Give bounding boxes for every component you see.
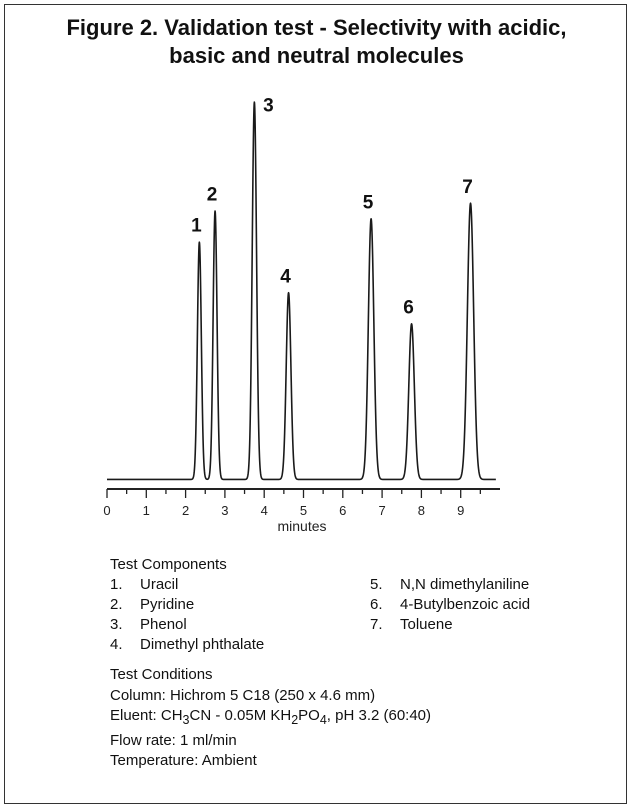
component-number: 7.	[370, 616, 383, 633]
x-tick-label: 7	[378, 503, 385, 518]
component-item-2: 2. Pyridine	[110, 595, 194, 615]
component-number: 6.	[370, 596, 383, 613]
eluent-subscript: 2	[291, 713, 299, 727]
condition-flow-rate: Flow rate: 1 ml/min	[110, 731, 237, 749]
x-tick-label: 5	[300, 503, 307, 518]
eluent-subscript: 4	[319, 713, 327, 727]
component-name: Uracil	[140, 576, 179, 593]
peak-label-1: 1	[191, 216, 202, 237]
condition-eluent: Eluent: CH3CN - 0.05M KH2PO4, pH 3.2 (60…	[110, 706, 431, 731]
peak-label-6: 6	[403, 297, 414, 318]
eluent-text: PO	[298, 707, 320, 724]
x-tick-label: 1	[143, 503, 150, 518]
eluent-text: CN - 0.05M KH	[189, 707, 292, 724]
eluent-text: Eluent: CH	[110, 707, 183, 724]
peak-label-4: 4	[280, 266, 291, 287]
peak-label-3: 3	[263, 96, 274, 117]
x-tick-label: 8	[418, 503, 425, 518]
figure-title-line-1: Figure 2. Validation test - Selectivity …	[66, 15, 567, 40]
x-tick-label: 0	[103, 503, 110, 518]
test-conditions-section: Test Conditions Column: Hichrom 5 C18 (2…	[110, 665, 431, 772]
component-name: Pyridine	[140, 596, 195, 613]
component-number: 2.	[110, 596, 123, 613]
peak-label-7: 7	[462, 177, 473, 198]
test-conditions-title: Test Conditions	[110, 666, 213, 683]
figure-title: Figure 2. Validation test - Selectivity …	[0, 14, 633, 70]
peak-label-5: 5	[363, 192, 374, 213]
x-tick-label: 4	[261, 503, 268, 518]
x-tick-label: 6	[339, 503, 346, 518]
figure-title-line-2: basic and neutral molecules	[169, 43, 464, 68]
x-tick-label: 3	[221, 503, 228, 518]
component-name: 4-Butylbenzoic acid	[400, 596, 531, 613]
condition-temperature: Temperature: Ambient	[110, 752, 257, 769]
component-item-1: 1. Uracil	[110, 575, 178, 595]
test-components-title: Test Components	[110, 556, 227, 573]
component-name: Phenol	[140, 616, 187, 633]
component-number: 4.	[110, 636, 123, 653]
x-axis-label: minutes	[277, 518, 326, 534]
component-name: Dimethyl phthalate	[140, 636, 265, 653]
x-tick-label: 9	[457, 503, 464, 518]
component-item-3: 3. Phenol	[110, 615, 187, 635]
component-name: N,N dimethylaniline	[400, 576, 530, 593]
chromatogram-trace	[106, 101, 497, 481]
eluent-text: , pH 3.2 (60:40)	[326, 707, 432, 724]
component-item-4: 4. Dimethyl phthalate	[110, 635, 264, 655]
component-item-7: 7. Toluene	[370, 615, 453, 635]
test-components-section: Test Components 1. Uracil 2. Pyridine 3. Ph…	[110, 555, 530, 653]
component-number: 3.	[110, 616, 123, 633]
component-item-5: 5. N,N dimethylaniline	[370, 575, 529, 595]
condition-column: Column: Hichrom 5 C18 (250 x 4.6 mm)	[110, 686, 376, 704]
peak-label-2: 2	[207, 185, 218, 206]
component-item-6: 6. 4-Butylbenzoic acid	[370, 595, 530, 615]
component-number: 5.	[370, 576, 383, 593]
x-tick-label: 2	[182, 503, 189, 518]
component-number: 1.	[110, 576, 123, 593]
component-name: Toluene	[400, 616, 453, 633]
eluent-subscript: 3	[182, 713, 190, 727]
